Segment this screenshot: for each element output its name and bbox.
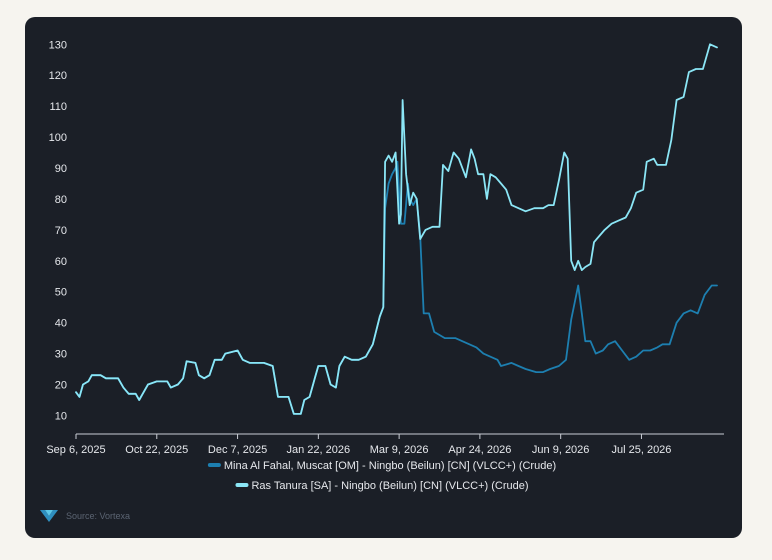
x-tick-label: Jun 9, 2026 [532, 444, 590, 456]
x-tick-label: Apr 24, 2026 [448, 444, 511, 456]
legend-item-2[interactable]: Ras Tanura [SA] - Ningbo (Beilun) [CN] (… [235, 480, 529, 492]
y-tick-label: 50 [55, 287, 67, 299]
y-tick-label: 130 [49, 39, 67, 51]
series-line-1 [75, 160, 718, 415]
legend[interactable]: Mina Al Fahal, Muscat [OM] - Ningbo (Bei… [207, 460, 556, 492]
x-tick-label: Dec 7, 2025 [208, 444, 267, 456]
y-tick-label: 20 [55, 380, 67, 392]
y-tick-label: 70 [55, 225, 67, 237]
x-tick-label: Sep 6, 2025 [46, 444, 105, 456]
vortexa-logo-icon [40, 510, 58, 522]
y-tick-label: 40 [55, 318, 67, 330]
legend-label: Ras Tanura [SA] - Ningbo (Beilun) [CN] (… [251, 480, 528, 492]
chart-card: 10 20 30 40 50 60 70 80 90 100 110 120 130 Sep 6, 20… [25, 17, 742, 538]
line-chart: 10 20 30 40 50 60 70 80 90 100 110 120 130 Sep 6, 20… [46, 39, 724, 492]
y-tick-label: 90 [55, 163, 67, 175]
source-text: Source: Vortexa [66, 511, 131, 521]
x-tick-label: Jan 22, 2026 [287, 444, 351, 456]
x-tick-label: Jul 25, 2026 [611, 444, 671, 456]
series-layer [75, 43, 718, 415]
y-tick-label: 120 [49, 70, 67, 82]
x-axis: Sep 6, 2025 Oct 22, 2025 Dec 7, 2025 Jan 22… [46, 433, 724, 456]
legend-item-1[interactable]: Mina Al Fahal, Muscat [OM] - Ningbo (Bei… [207, 460, 556, 472]
y-axis: 10 20 30 40 50 60 70 80 90 100 110 120 130 [49, 39, 67, 422]
x-tick-label: Mar 9, 2026 [370, 444, 429, 456]
y-tick-label: 60 [55, 256, 67, 268]
legend-label: Mina Al Fahal, Muscat [OM] - Ningbo (Bei… [224, 460, 556, 472]
y-tick-label: 100 [49, 132, 67, 144]
y-tick-label: 10 [55, 410, 67, 422]
y-tick-label: 30 [55, 349, 67, 361]
x-tick-label: Oct 22, 2025 [125, 444, 188, 456]
y-tick-label: 80 [55, 194, 67, 206]
series-line-2 [75, 43, 718, 415]
y-tick-label: 110 [49, 101, 67, 113]
source-footer: Source: Vortexa [40, 510, 130, 522]
